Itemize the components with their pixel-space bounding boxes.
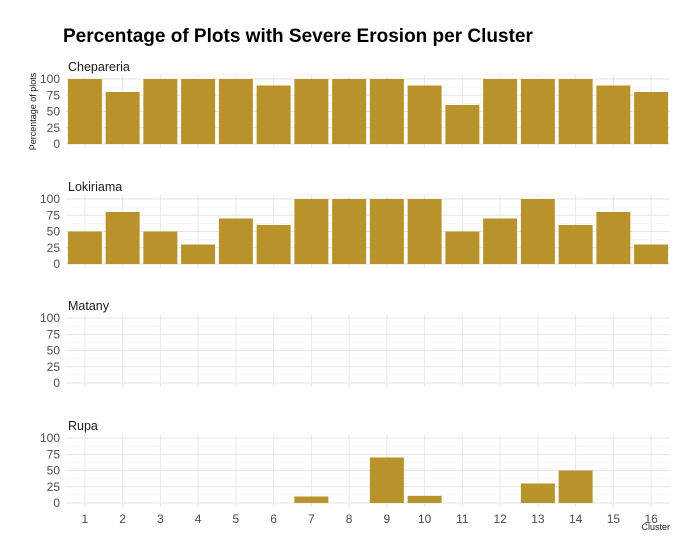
- bar-chepareria-cluster-11: [445, 105, 480, 144]
- bar-lokiriama-cluster-12: [483, 218, 518, 264]
- bar-chepareria-cluster-6: [256, 85, 291, 144]
- x-tick-label: 3: [157, 512, 164, 526]
- bar-rupa-cluster-9: [369, 457, 404, 503]
- panel-chepareria: Chepareria 0 25 50 75 100: [40, 60, 670, 151]
- x-tick-label: 13: [531, 512, 545, 526]
- bar-lokiriama-cluster-10: [407, 199, 442, 264]
- bar-lokiriama-cluster-15: [596, 212, 631, 264]
- y-tick-label: 100: [40, 311, 60, 325]
- bar-lokiriama-cluster-16: [634, 244, 669, 264]
- panel-lokiriama: Lokiriama 0 25 50 75 100: [40, 180, 670, 271]
- y-tick-label: 50: [47, 105, 61, 119]
- bar-lokiriama-cluster-1: [67, 231, 102, 264]
- panel-title: Lokiriama: [68, 180, 122, 194]
- x-tick-label: 9: [384, 512, 391, 526]
- panel-title: Rupa: [68, 419, 98, 433]
- x-tick-label: 10: [418, 512, 432, 526]
- bar-rupa-cluster-14: [558, 470, 593, 503]
- bar-rupa-cluster-13: [520, 483, 555, 503]
- y-tick-label: 25: [47, 241, 61, 255]
- y-tick-label: 75: [47, 88, 61, 102]
- y-axis-label: Percentage of plots: [28, 72, 38, 150]
- y-tick-label: 25: [47, 480, 61, 494]
- bar-chepareria-cluster-14: [558, 79, 593, 144]
- bar-lokiriama-cluster-6: [256, 225, 291, 264]
- y-tick-label: 25: [47, 121, 61, 135]
- y-tick-label: 50: [47, 344, 61, 358]
- y-tick-label: 50: [47, 225, 61, 239]
- panel-title: Matany: [68, 299, 110, 313]
- bar-chepareria-cluster-1: [67, 79, 102, 144]
- bar-lokiriama-cluster-8: [332, 199, 367, 264]
- bar-lokiriama-cluster-9: [369, 199, 404, 264]
- bar-chepareria-cluster-12: [483, 79, 518, 144]
- bar-lokiriama-cluster-13: [520, 199, 555, 264]
- bar-lokiriama-cluster-14: [558, 225, 593, 264]
- panel-title: Chepareria: [68, 60, 130, 74]
- x-tick-label: 14: [569, 512, 583, 526]
- bar-chepareria-cluster-5: [218, 79, 253, 144]
- y-tick-label: 0: [53, 376, 60, 390]
- x-tick-label: 8: [346, 512, 353, 526]
- x-tick-label: 6: [270, 512, 277, 526]
- x-axis-label: Cluster: [641, 522, 670, 532]
- x-tick-label: 5: [233, 512, 240, 526]
- x-tick-label: 16: [644, 512, 658, 526]
- bar-lokiriama-cluster-3: [143, 231, 178, 264]
- y-tick-label: 50: [47, 464, 61, 478]
- chart-title: Percentage of Plots with Severe Erosion …: [63, 26, 533, 47]
- bar-chepareria-cluster-3: [143, 79, 178, 144]
- bar-chepareria-cluster-2: [105, 92, 140, 144]
- y-tick-label: 100: [40, 72, 60, 86]
- x-tick-label: 7: [308, 512, 315, 526]
- bar-chepareria-cluster-16: [634, 92, 669, 144]
- bar-rupa-cluster-10: [407, 495, 442, 503]
- bar-lokiriama-cluster-5: [218, 218, 253, 264]
- bar-chepareria-cluster-15: [596, 85, 631, 144]
- y-tick-label: 25: [47, 360, 61, 374]
- bar-lokiriama-cluster-4: [181, 244, 216, 264]
- x-tick-label: 11: [456, 512, 469, 526]
- y-tick-label: 0: [53, 496, 60, 510]
- bar-chepareria-cluster-9: [369, 79, 404, 144]
- bar-chepareria-cluster-13: [520, 79, 555, 144]
- bar-lokiriama-cluster-11: [445, 231, 480, 264]
- panel-rupa: Rupa 0 25 50 75 100: [40, 419, 670, 510]
- bar-chepareria-cluster-10: [407, 85, 442, 144]
- x-tick-label: 2: [119, 512, 126, 526]
- bar-chepareria-cluster-8: [332, 79, 367, 144]
- bar-chepareria-cluster-7: [294, 79, 329, 144]
- y-tick-label: 75: [47, 447, 61, 461]
- y-tick-label: 0: [53, 137, 60, 151]
- bar-lokiriama-cluster-7: [294, 199, 329, 264]
- bar-chepareria-cluster-4: [181, 79, 216, 144]
- y-tick-label: 100: [40, 192, 60, 206]
- chart-panels: Chepareria0255075100Lokiriama0255075100M…: [28, 60, 670, 526]
- panel-matany: Matany 0 25 50 75 100: [40, 299, 670, 390]
- y-tick-label: 100: [40, 431, 60, 445]
- x-tick-label: 15: [607, 512, 621, 526]
- bar-rupa-cluster-7: [294, 496, 329, 503]
- bar-lokiriama-cluster-2: [105, 212, 140, 264]
- y-tick-label: 75: [47, 327, 61, 341]
- y-tick-label: 75: [47, 208, 61, 222]
- x-tick-label: 4: [195, 512, 202, 526]
- y-tick-label: 0: [53, 257, 60, 271]
- x-tick-label: 1: [82, 512, 89, 526]
- x-tick-label: 12: [493, 512, 507, 526]
